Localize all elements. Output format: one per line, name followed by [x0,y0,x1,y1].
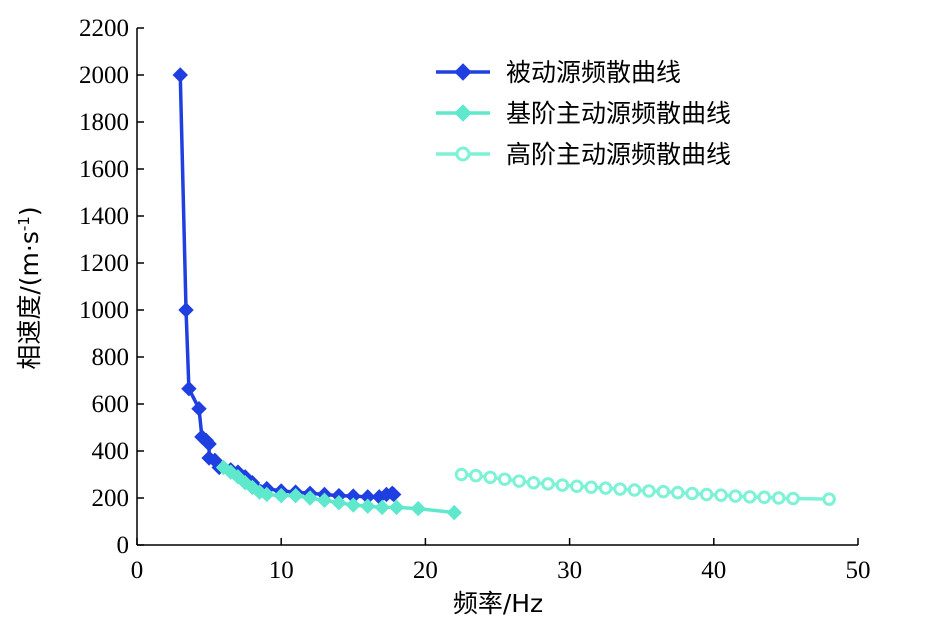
data-point [273,487,289,504]
series-1 [172,67,402,505]
y-axis-label: 相速度/(m·s-1) [15,206,44,369]
data-point [302,490,318,506]
legend-item-1: 被动源频散曲线 [436,58,681,87]
axes [136,27,859,546]
y-tick-label: 800 [92,344,130,371]
data-point [385,486,402,503]
legend-label: 高阶主动源频散曲线 [506,140,731,169]
data-point [410,500,426,517]
data-point [483,470,498,485]
data-point [259,486,275,503]
data-point [743,490,757,504]
y-tick-label: 200 [92,485,130,512]
data-point [771,491,786,505]
data-point [454,467,469,482]
data-point [497,472,512,486]
x-tick-label: 50 [846,557,871,584]
x-tick-label: 10 [269,557,294,584]
y-tick-label: 0 [117,532,130,559]
legend-item-2: 基阶主动源频散曲线 [436,99,731,128]
legend-marker [454,104,472,122]
y-tick-label: 2200 [79,15,129,42]
y-tick-label: 1400 [79,203,129,230]
legend-label: 被动源频散曲线 [506,58,681,87]
legend-marker [454,63,472,81]
legend-label: 基阶主动源频散曲线 [506,99,731,128]
data-point [685,486,699,501]
y-tick-label: 1000 [79,297,129,324]
y-tick-label: 1800 [79,109,129,136]
data-point [172,67,188,83]
legend-marker [455,146,471,162]
data-point [360,498,376,514]
data-point [656,484,671,499]
data-point [316,492,333,509]
data-point [822,492,836,506]
data-point [388,499,405,516]
data-point [786,491,800,506]
plot-area [172,67,836,521]
data-point [728,489,743,503]
y-tick-label: 2000 [79,62,129,89]
series-3 [454,467,836,506]
x-tick-label: 0 [131,557,144,584]
data-point [374,499,390,516]
data-point [181,381,197,397]
data-point [446,504,462,521]
data-point [345,497,362,513]
data-point [469,468,483,483]
x-tick-label: 40 [701,557,726,584]
data-point [627,483,642,497]
data-point [613,482,627,496]
data-point [178,302,194,318]
tick-labels: 0200400600800100012001400160018002000220… [79,15,871,584]
data-point [541,477,555,491]
data-point [642,484,656,498]
data-point [512,474,526,488]
data-point [331,494,347,511]
data-point [570,479,584,493]
y-axis-label-sup: -1 [15,216,33,231]
data-point [714,488,728,502]
x-tick-label: 30 [557,557,582,584]
y-tick-label: 400 [92,438,130,465]
series-line [178,74,395,499]
data-point [598,481,613,495]
y-tick-label: 1600 [79,156,129,183]
x-axis-label: 频率/Hz [453,589,543,618]
data-point [671,485,685,500]
y-axis-label-end: ) [15,206,44,216]
y-tick-label: 600 [92,391,130,418]
y-tick-label: 1200 [79,250,129,277]
data-point [555,478,570,492]
data-point [699,487,714,502]
y-axis-label-main: 相速度/(m·s [15,231,44,370]
data-point [287,487,304,504]
data-point [584,480,598,494]
data-point [191,400,207,417]
x-tick-label: 20 [413,557,438,584]
data-point [526,475,541,490]
legend-item-3: 高阶主动源频散曲线 [436,140,731,169]
series-2 [215,459,462,521]
data-point [757,490,772,505]
